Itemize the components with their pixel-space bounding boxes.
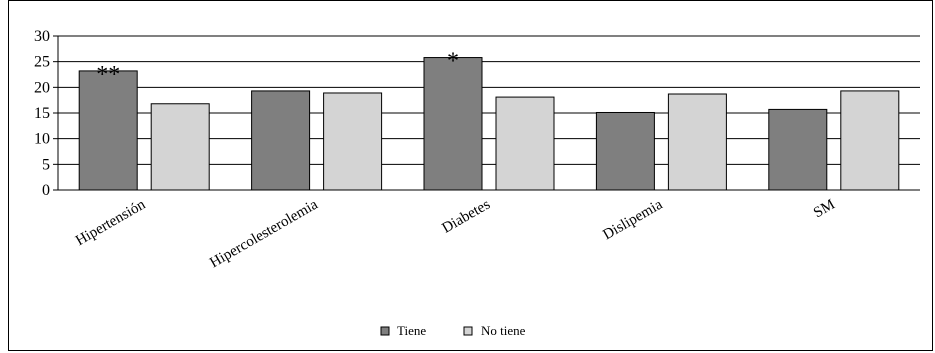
x-category-label: Dislipemia	[600, 196, 665, 243]
legend-swatch-tiene	[380, 326, 390, 336]
legend-label-tiene: Tiene	[397, 323, 426, 338]
y-tick-label: 10	[34, 131, 50, 148]
x-category-label: Hipertensión	[73, 196, 149, 249]
y-tick-label: 25	[34, 54, 50, 71]
annotations: ***	[96, 49, 459, 88]
bar-no-tiene-diabetes	[495, 96, 555, 191]
bars	[78, 57, 900, 191]
x-category-label: SM	[811, 197, 838, 222]
bar-tiene-sm	[768, 108, 828, 191]
x-axis-categories: Hipertensión Hipercolesterolemia Diabetes D…	[73, 196, 838, 271]
bar-no-tiene-hipertensión	[150, 103, 210, 191]
y-tick-label: 20	[34, 79, 50, 96]
legend: Tiene No tiene	[380, 323, 526, 338]
bar-no-tiene-hipercolesterolemia	[323, 92, 383, 191]
bar-tiene-diabetes	[423, 57, 483, 191]
x-category-label: Hipercolesterolemia	[207, 196, 321, 271]
bar-tiene-hipercolesterolemia	[251, 90, 311, 191]
y-tick-label: 5	[42, 156, 50, 173]
significance-annotation: *	[447, 49, 459, 75]
y-tick-label: 15	[34, 105, 50, 122]
y-axis-ticks: 0 5 10 15 20 25 30	[34, 28, 59, 199]
bar-no-tiene-dislipemia	[667, 93, 727, 191]
y-tick-label: 0	[42, 182, 50, 199]
bar-tiene-dislipemia	[595, 111, 655, 191]
significance-annotation: **	[96, 62, 120, 88]
legend-swatch-no-tiene	[463, 326, 473, 336]
bar-no-tiene-sm	[840, 90, 900, 191]
bar-tiene-hipertensión	[78, 70, 138, 191]
y-tick-label: 30	[34, 28, 50, 45]
legend-label-no-tiene: No tiene	[481, 323, 526, 338]
x-category-label: Diabetes	[440, 197, 494, 237]
